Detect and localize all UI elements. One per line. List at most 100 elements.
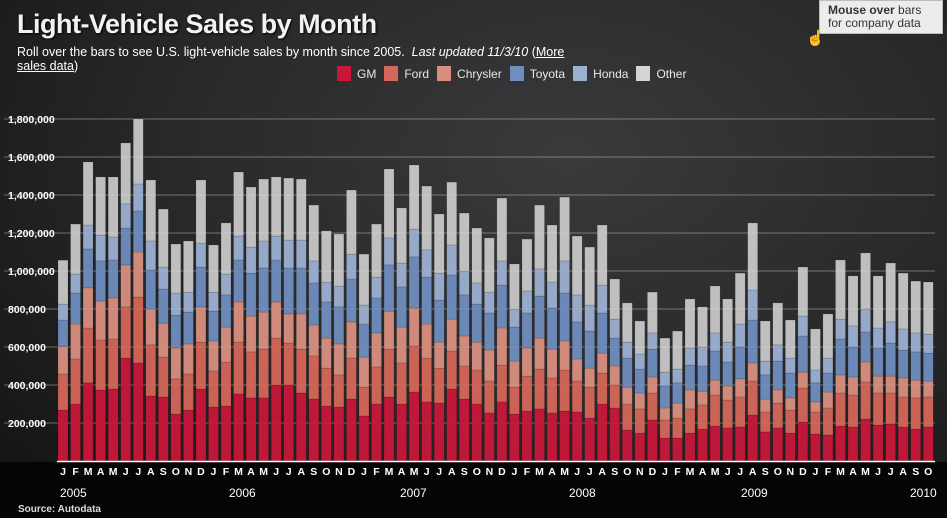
bar-other-segment[interactable] [634,320,646,355]
bar-other-segment[interactable] [584,246,595,306]
bar-ford-segment[interactable] [672,417,683,439]
bar-toyota-segment[interactable] [622,357,633,388]
bar-honda-segment[interactable] [183,291,194,313]
bar-honda-segment[interactable] [446,244,457,276]
bar-chrysler-segment[interactable] [785,397,796,411]
bar-ford-segment[interactable] [584,386,595,419]
bar-chrysler-segment[interactable] [697,390,708,406]
bar-chrysler-segment[interactable] [584,367,595,388]
bar-gm-segment[interactable] [785,432,796,462]
bar-toyota-segment[interactable] [759,374,771,400]
bar-toyota-segment[interactable] [596,312,608,354]
bar-toyota-segment[interactable] [897,349,909,379]
bar-ford-segment[interactable] [622,403,633,431]
bar-toyota-segment[interactable] [659,385,671,409]
bar-gm-segment[interactable] [734,426,746,462]
bar-honda-segment[interactable] [95,234,106,262]
bar-gm-segment[interactable] [408,391,420,462]
bar-chrysler-segment[interactable] [822,391,834,409]
bar-chrysler-segment[interactable] [810,401,821,413]
bar-other-segment[interactable] [521,238,533,292]
bar-toyota-segment[interactable] [321,301,332,339]
bar-ford-segment[interactable] [208,370,219,408]
bar-ford-segment[interactable] [95,339,106,391]
bar-other-segment[interactable] [885,262,896,323]
bar-other-segment[interactable] [308,204,320,262]
bar-chrysler-segment[interactable] [82,287,94,329]
bar-honda-segment[interactable] [596,284,608,314]
bar-toyota-segment[interactable] [283,267,294,315]
bar-chrysler-segment[interactable] [559,340,570,371]
bar-honda-segment[interactable] [433,272,445,301]
bar-other-segment[interactable] [70,223,81,275]
bar-toyota-segment[interactable] [433,299,445,343]
bar-chrysler-segment[interactable] [371,332,382,368]
bar-toyota-segment[interactable] [95,260,106,302]
bar-toyota-segment[interactable] [233,259,244,303]
bar-ford-segment[interactable] [759,411,771,433]
bar-gm-segment[interactable] [296,392,307,462]
bar-ford-segment[interactable] [308,355,320,400]
bar-ford-segment[interactable] [571,380,583,413]
bar-honda-segment[interactable] [709,332,721,352]
bar-other-segment[interactable] [183,240,194,293]
bar-toyota-segment[interactable] [145,269,157,310]
bar-honda-segment[interactable] [120,203,131,229]
bar-honda-segment[interactable] [496,260,508,286]
bar-honda-segment[interactable] [734,323,746,348]
bar-other-segment[interactable] [810,328,821,371]
bar-toyota-segment[interactable] [747,319,758,364]
bar-toyota-segment[interactable] [709,350,721,381]
bar-gm-segment[interactable] [396,403,407,462]
bar-chrysler-segment[interactable] [910,379,921,399]
bar-honda-segment[interactable] [296,239,307,269]
bar-toyota-segment[interactable] [220,294,232,328]
bar-other-segment[interactable] [433,213,445,274]
bar-other-segment[interactable] [709,285,721,334]
bar-honda-segment[interactable] [333,285,345,308]
bar-ford-segment[interactable] [747,380,758,416]
bar-other-segment[interactable] [897,272,909,330]
bar-gm-segment[interactable] [346,398,357,462]
bar-chrysler-segment[interactable] [634,392,646,410]
bar-ford-segment[interactable] [321,367,332,407]
bar-toyota-segment[interactable] [158,288,169,324]
bar-honda-segment[interactable] [358,304,370,325]
bar-other-segment[interactable] [509,263,520,310]
bar-chrysler-segment[interactable] [797,371,809,389]
bar-toyota-segment[interactable] [371,297,382,334]
bar-gm-segment[interactable] [471,403,483,462]
bar-gm-segment[interactable] [446,388,457,462]
bar-chrysler-segment[interactable] [145,308,157,346]
bar-toyota-segment[interactable] [923,352,934,382]
bar-gm-segment[interactable] [433,402,445,462]
bar-other-segment[interactable] [822,313,834,359]
bar-ford-segment[interactable] [697,404,708,430]
bar-honda-segment[interactable] [697,346,708,367]
bar-honda-segment[interactable] [70,273,81,294]
bar-other-segment[interactable] [333,233,345,287]
bar-toyota-segment[interactable] [358,323,370,358]
bar-gm-segment[interactable] [659,437,671,462]
bar-ford-segment[interactable] [258,348,269,399]
bar-toyota-segment[interactable] [120,227,131,266]
bar-ford-segment[interactable] [722,399,733,429]
bar-ford-segment[interactable] [734,396,746,428]
bar-ford-segment[interactable] [358,386,370,417]
bar-toyota-segment[interactable] [496,284,508,329]
bar-toyota-segment[interactable] [609,337,621,367]
bar-honda-segment[interactable] [923,333,934,354]
bar-toyota-segment[interactable] [559,292,570,342]
bar-honda-segment[interactable] [346,253,357,280]
bar-chrysler-segment[interactable] [333,343,345,376]
bar-chrysler-segment[interactable] [358,356,370,388]
bar-toyota-segment[interactable] [672,382,683,404]
bar-toyota-segment[interactable] [571,321,583,360]
bar-gm-segment[interactable] [622,429,633,462]
bar-gm-segment[interactable] [546,412,558,462]
bar-gm-segment[interactable] [722,427,733,462]
bar-chrysler-segment[interactable] [208,340,219,372]
bar-toyota-segment[interactable] [860,331,871,363]
bar-other-segment[interactable] [220,222,232,275]
more-sales-data-link[interactable]: More sales data [17,45,565,73]
